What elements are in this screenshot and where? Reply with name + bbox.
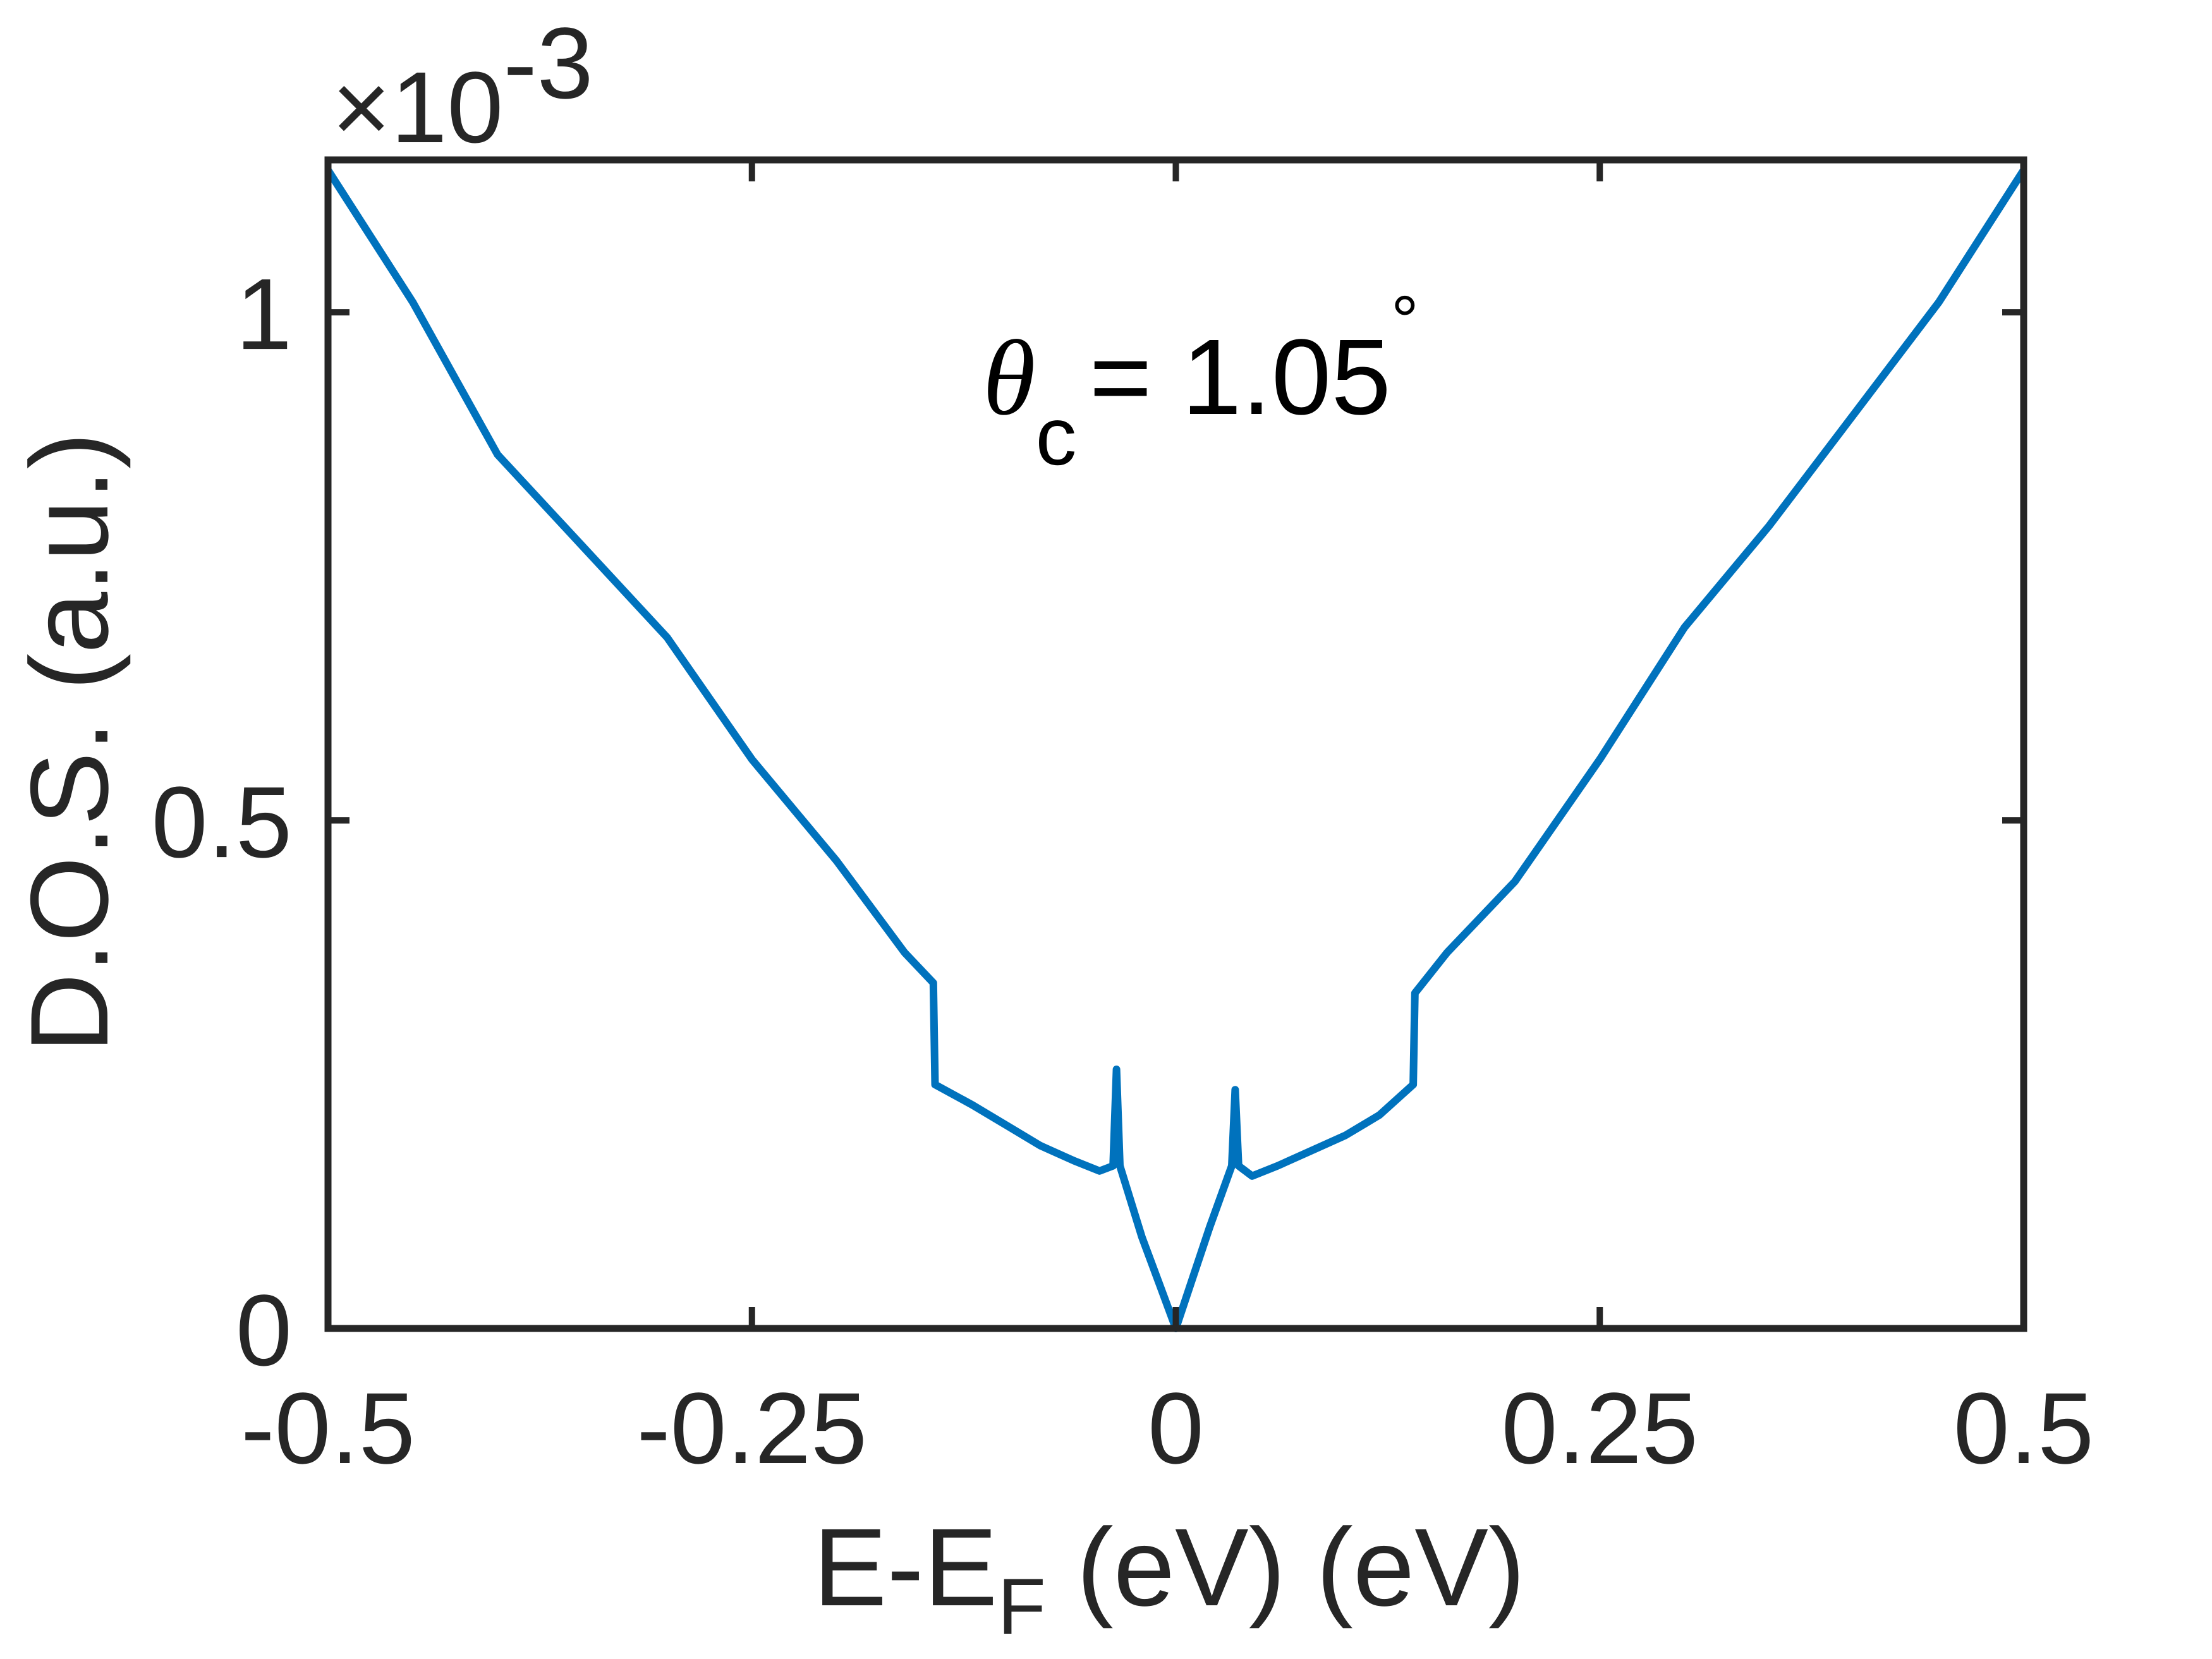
annotation-symbol: θ [983,319,1036,437]
x-label-main: E-E [813,1506,998,1629]
y-tick-label: 0.5 [152,765,292,878]
multiplier-exponent: -3 [503,6,593,119]
x-tick-label: 0 [1148,1371,1204,1485]
y-tick-label: 1 [236,257,292,370]
x-label-rest: (eV) (eV) [1046,1506,1525,1629]
annotation-sup: ° [1391,282,1419,360]
plot-frame [324,156,2027,1332]
annotation-sub: c [1036,390,1077,482]
x-tick-label: -0.5 [241,1371,415,1485]
x-tick-label: 0.25 [1502,1371,1698,1485]
x-label-sub: F [997,1563,1045,1651]
annotation: θc = 1.05° [983,282,1419,482]
y-tick-label: 0 [236,1273,292,1387]
y-axis-label: D.O.S. (a.u.) [8,432,131,1053]
x-tick-label: 0.5 [1954,1371,2094,1485]
x-axis-label: E-EF (eV) (eV) [813,1506,1526,1651]
annotation-text: = 1.05 [1090,317,1391,437]
multiplier-base: ×10 [332,51,503,164]
y-multiplier: ×10-3 [332,6,593,164]
x-tick-label: -0.25 [636,1371,867,1485]
